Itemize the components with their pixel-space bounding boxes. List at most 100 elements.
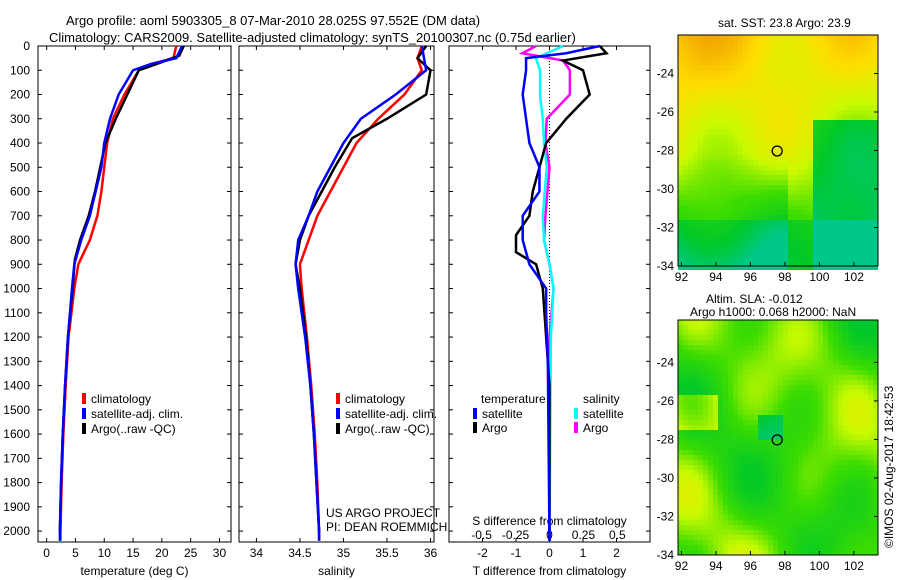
y-tick-label: 0 (23, 39, 30, 53)
legend-swatch (82, 423, 86, 434)
x-tick-label: 1 (580, 546, 587, 560)
map-x-tick-label: 100 (809, 270, 829, 284)
x-axis-label: temperature (deg C) (80, 564, 188, 578)
legend-label: satellite-adj. clim. (91, 407, 183, 421)
y-tick-label: 100 (10, 63, 30, 77)
argo-location-marker (771, 145, 783, 157)
x-axis-label: T difference from climatology (473, 564, 627, 578)
y-tick-label: 1900 (3, 500, 30, 514)
map-y-tick-label: -26 (657, 105, 675, 119)
y-tick-label: 1300 (3, 354, 30, 368)
legend-swatch (82, 408, 86, 419)
argo-location-marker (771, 434, 783, 446)
series-line-climatology (59, 45, 178, 541)
map-x-tick-label: 102 (844, 270, 864, 284)
y-tick-label: 400 (10, 136, 30, 150)
legend-label: satellite-adj. clim. (345, 407, 437, 421)
map-x-tick-label: 92 (675, 559, 689, 573)
y-tick-label: 300 (10, 112, 30, 126)
map-y-tick-label: -32 (657, 509, 675, 523)
legend-swatch (336, 393, 340, 404)
legend-swatch (336, 408, 340, 419)
legend-swatch (473, 408, 477, 419)
series-line-temperature-satellite (521, 44, 601, 541)
sst-map-title: sat. SST: 23.8 Argo: 23.9 (718, 16, 851, 30)
y-tick-label: 1100 (4, 306, 30, 320)
map-x-tick-label: 98 (778, 559, 792, 573)
series-line-Argo-raw-QC- (58, 45, 185, 532)
map-heatmap-4 (678, 320, 878, 555)
sla-map-title-2: Argo h1000: 0.068 h2000: NaN (690, 305, 857, 319)
y-tick-label: 1000 (3, 282, 30, 296)
x-tick-label: -2 (477, 546, 488, 560)
x-tick-label: 0 (546, 546, 553, 560)
y-tick-label: 1800 (3, 476, 30, 490)
y-tick-label: 700 (10, 209, 30, 223)
y-tick-label: 200 (10, 88, 30, 102)
x-tick-label: 15 (126, 546, 140, 560)
legend-label: climatology (345, 392, 405, 406)
map-y-tick-label: -26 (657, 394, 675, 408)
y-tick-label: 1200 (3, 330, 30, 344)
map-heatmap-3 (678, 35, 878, 270)
y-tick-label: 1400 (3, 379, 30, 393)
legend-swatch (473, 422, 477, 433)
legend-label: satellite (482, 407, 523, 421)
legend-swatch (336, 423, 340, 434)
x-tick-label: 34 (250, 546, 264, 560)
y-tick-label: 1600 (3, 427, 30, 441)
x-tick-label: 20 (155, 546, 169, 560)
x-tick-label: 0 (43, 546, 50, 560)
legend-label: Argo(..raw -QC) (91, 422, 176, 436)
y-tick-label: 1500 (3, 403, 30, 417)
y-tick-label: 600 (10, 185, 30, 199)
legend-swatch (82, 393, 86, 404)
series-line-satellite-adj-clim- (294, 45, 428, 541)
title-line-1: Argo profile: aoml 5903305_8 07-Mar-2010… (66, 13, 481, 28)
x2-tick-label: 0.5 (609, 528, 626, 542)
map-x-tick-label: 92 (675, 270, 689, 284)
map-y-tick-label: -24 (657, 67, 675, 81)
project-text-1: US ARGO PROJECT (326, 506, 441, 520)
x-tick-label: 35.5 (375, 546, 399, 560)
map-x-tick-label: 102 (844, 559, 864, 573)
map-y-tick-label: -28 (657, 144, 675, 158)
map-x-tick-label: 96 (744, 270, 758, 284)
map-y-tick-label: -30 (657, 471, 675, 485)
map-y-tick-label: -28 (657, 432, 675, 446)
y-tick-label: 2000 (3, 524, 30, 538)
y-tick-label: 900 (10, 257, 30, 271)
legend-label: satellite (583, 407, 624, 421)
map-y-tick-label: -30 (657, 182, 675, 196)
x-tick-label: 10 (98, 546, 112, 560)
y-tick-label: 500 (10, 160, 30, 174)
x-tick-label: 2 (613, 546, 620, 560)
plot-frame-1 (37, 45, 232, 543)
map-x-tick-label: 98 (778, 270, 792, 284)
x-tick-label: 35 (337, 546, 351, 560)
series-line-satellite-adj-clim- (58, 45, 184, 541)
x-tick-label: 25 (184, 546, 198, 560)
x-tick-label: 5 (72, 546, 79, 560)
sla-map-title-1: Altim. SLA: -0.012 (706, 292, 803, 306)
x-tick-label: 34.5 (288, 546, 312, 560)
map-frame (677, 319, 879, 556)
imos-stamp: ©IMOS 02-Aug-2017 18:42:53 (882, 385, 896, 548)
series-line-temperature-Argo (514, 45, 609, 541)
map-x-tick-label: 96 (744, 559, 758, 573)
legend-swatch (574, 422, 578, 433)
legend-label: Argo (482, 421, 508, 435)
x-tick-label: -1 (511, 546, 522, 560)
map-x-tick-label: 94 (709, 559, 723, 573)
legend-heading-salinity: salinity (583, 392, 620, 406)
legend-heading-temperature: temperature (481, 392, 546, 406)
y-tick-label: 800 (10, 233, 30, 247)
x-tick-label: 30 (213, 546, 227, 560)
y-tick-label: 1700 (3, 451, 30, 465)
map-y-tick-label: -32 (657, 221, 675, 235)
legend-label: Argo (583, 421, 609, 435)
series-line-salinity-satellite (534, 44, 564, 541)
map-y-tick-label: -34 (657, 259, 675, 273)
